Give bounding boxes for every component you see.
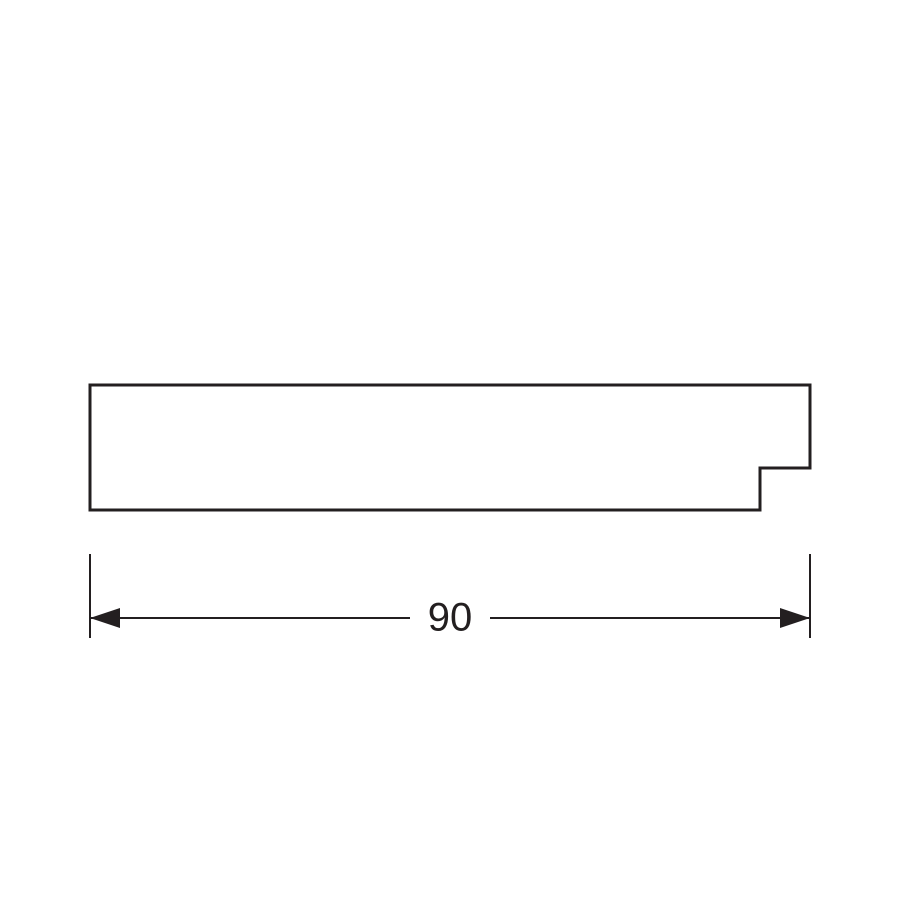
profile-outline <box>90 385 810 510</box>
profile-diagram: 90 <box>0 0 900 900</box>
dimension-value: 90 <box>428 596 473 640</box>
